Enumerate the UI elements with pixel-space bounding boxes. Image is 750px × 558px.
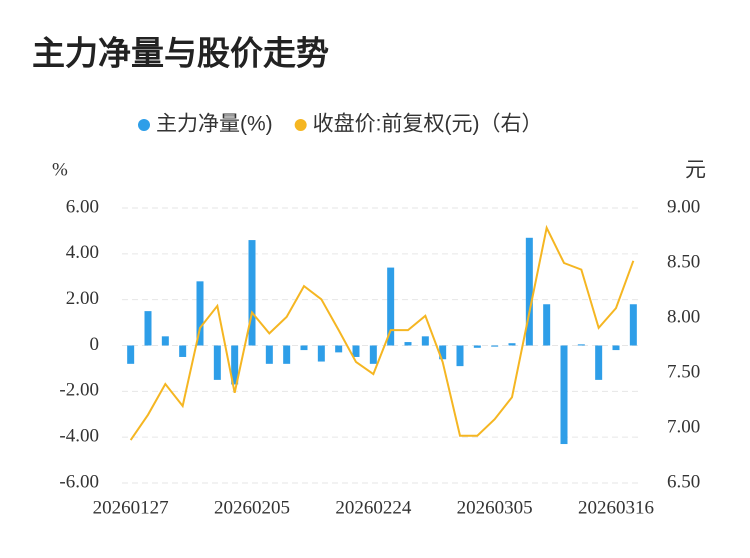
- x-tick-label: 20260205: [214, 497, 290, 518]
- y-tick-label: 0: [90, 334, 100, 355]
- y2-axis-label: 元: [685, 159, 706, 182]
- y-tick-label: 2.00: [66, 288, 99, 309]
- bar: [161, 336, 169, 346]
- y2-tick-label: 8.00: [667, 306, 700, 327]
- legend-marker: [294, 119, 307, 131]
- bar: [213, 345, 221, 380]
- bar: [352, 345, 360, 357]
- bar: [508, 343, 516, 346]
- y-tick-label: -4.00: [59, 426, 99, 447]
- bar: [404, 342, 412, 346]
- bar: [335, 345, 343, 353]
- bar: [421, 336, 429, 346]
- bar: [525, 237, 533, 346]
- bar: [127, 345, 135, 364]
- bar: [543, 304, 551, 346]
- y-tick-label: -2.00: [59, 380, 99, 401]
- bar: [231, 345, 239, 385]
- bar: [144, 311, 152, 346]
- bar: [439, 345, 447, 360]
- bar: [629, 304, 637, 346]
- y2-tick-label: 8.50: [667, 251, 700, 272]
- y2-tick-label: 9.00: [667, 196, 700, 217]
- bar: [300, 345, 308, 351]
- legend-marker: [138, 119, 150, 131]
- y2-tick-label: 7.50: [667, 361, 700, 382]
- x-tick-label: 20260305: [457, 497, 533, 518]
- y-tick-label: 6.00: [66, 196, 99, 217]
- bar: [473, 345, 481, 348]
- bar: [196, 281, 204, 346]
- bar: [248, 240, 256, 346]
- x-tick-label: 20260316: [578, 497, 654, 518]
- y-axis-label: %: [52, 159, 68, 180]
- x-tick-label: 20260127: [93, 497, 169, 518]
- bar: [283, 345, 291, 364]
- legend-label: 主力净量(%): [156, 113, 273, 136]
- bar: [612, 345, 620, 351]
- bar: [317, 345, 325, 362]
- price-line: [129, 224, 635, 441]
- x-tick-label: 20260224: [335, 497, 412, 518]
- legend-label: 收盘价:前复权(元)（右）: [313, 113, 543, 136]
- y2-tick-label: 6.50: [667, 471, 700, 492]
- bar: [369, 345, 377, 364]
- bar: [491, 345, 499, 347]
- bar: [456, 345, 464, 367]
- bar: [560, 345, 568, 445]
- bar: [179, 345, 187, 357]
- y-tick-label: 4.00: [66, 242, 99, 263]
- bar: [387, 267, 395, 346]
- y-tick-label: -6.00: [59, 471, 99, 492]
- y2-tick-label: 7.00: [667, 416, 700, 437]
- chart-title: 主力净量与股价走势: [32, 35, 329, 72]
- bar: [265, 345, 273, 364]
- bar: [577, 344, 585, 346]
- bar: [595, 345, 603, 380]
